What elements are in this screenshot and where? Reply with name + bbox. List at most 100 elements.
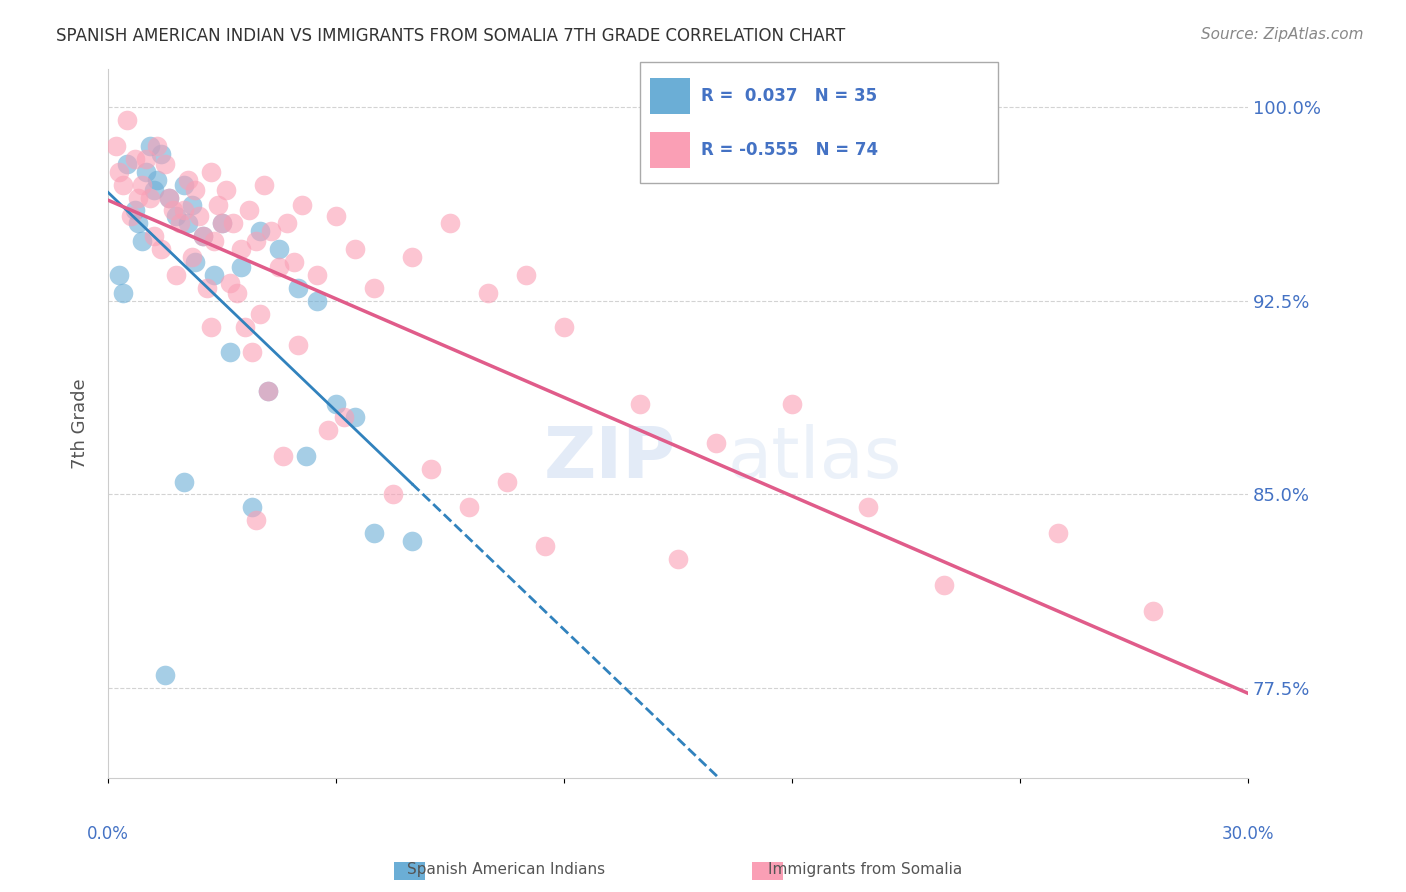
Text: SPANISH AMERICAN INDIAN VS IMMIGRANTS FROM SOMALIA 7TH GRADE CORRELATION CHART: SPANISH AMERICAN INDIAN VS IMMIGRANTS FR…	[56, 27, 845, 45]
Point	[211, 216, 233, 230]
Point	[120, 209, 142, 223]
Point	[276, 216, 298, 230]
Point	[115, 157, 138, 171]
Point	[249, 307, 271, 321]
Point	[283, 255, 305, 269]
Point	[1142, 604, 1164, 618]
Point	[343, 242, 366, 256]
Point	[240, 345, 263, 359]
Point	[131, 235, 153, 249]
Point	[325, 209, 347, 223]
FancyBboxPatch shape	[640, 62, 998, 183]
Point	[165, 209, 187, 223]
Point	[780, 397, 803, 411]
Point	[343, 409, 366, 424]
Point	[153, 668, 176, 682]
Point	[211, 216, 233, 230]
Point	[127, 216, 149, 230]
Point	[704, 435, 727, 450]
Point	[666, 552, 689, 566]
Point	[381, 487, 404, 501]
Point	[332, 409, 354, 424]
Point	[142, 183, 165, 197]
Point	[188, 209, 211, 223]
Point	[180, 198, 202, 212]
Point	[157, 191, 180, 205]
Point	[108, 268, 131, 282]
Point	[256, 384, 278, 399]
Point	[477, 286, 499, 301]
Point	[229, 260, 252, 275]
Point	[142, 229, 165, 244]
Text: Spanish American Indians: Spanish American Indians	[408, 863, 605, 877]
Point	[245, 235, 267, 249]
Point	[856, 500, 879, 515]
Point	[173, 203, 195, 218]
Point	[287, 337, 309, 351]
Point	[195, 281, 218, 295]
Point	[401, 533, 423, 548]
Point	[173, 475, 195, 489]
Point	[229, 242, 252, 256]
Point	[200, 319, 222, 334]
Point	[150, 242, 173, 256]
Point	[233, 319, 256, 334]
Point	[318, 423, 340, 437]
Text: 0.0%: 0.0%	[87, 825, 129, 843]
Point	[363, 526, 385, 541]
Y-axis label: 7th Grade: 7th Grade	[72, 378, 89, 469]
Point	[534, 539, 557, 553]
Point	[157, 191, 180, 205]
Point	[165, 268, 187, 282]
Point	[401, 250, 423, 264]
Point	[191, 229, 214, 244]
Point	[305, 293, 328, 308]
Point	[184, 255, 207, 269]
Text: ZIP: ZIP	[543, 425, 676, 493]
Point	[173, 178, 195, 192]
Point	[267, 242, 290, 256]
Point	[202, 235, 225, 249]
Text: R = -0.555   N = 74: R = -0.555 N = 74	[700, 141, 877, 160]
Point	[104, 139, 127, 153]
Point	[124, 152, 146, 166]
Text: atlas: atlas	[727, 425, 901, 493]
Point	[139, 139, 162, 153]
Point	[291, 198, 314, 212]
Point	[240, 500, 263, 515]
Point	[162, 203, 184, 218]
Point	[177, 216, 200, 230]
Point	[218, 276, 240, 290]
Point	[115, 113, 138, 128]
Point	[124, 203, 146, 218]
Point	[238, 203, 260, 218]
Point	[215, 183, 238, 197]
Text: Source: ZipAtlas.com: Source: ZipAtlas.com	[1201, 27, 1364, 42]
Point	[131, 178, 153, 192]
Point	[249, 224, 271, 238]
Bar	[651, 132, 690, 169]
Point	[200, 165, 222, 179]
Point	[256, 384, 278, 399]
Point	[226, 286, 249, 301]
Point	[139, 191, 162, 205]
Point	[271, 449, 294, 463]
Point	[932, 578, 955, 592]
Point	[135, 152, 157, 166]
Point	[420, 461, 443, 475]
Point	[1046, 526, 1069, 541]
Text: Immigrants from Somalia: Immigrants from Somalia	[768, 863, 962, 877]
Point	[245, 513, 267, 527]
Point	[127, 191, 149, 205]
Point	[553, 319, 575, 334]
Point	[108, 165, 131, 179]
Point	[146, 139, 169, 153]
Point	[153, 157, 176, 171]
Point	[287, 281, 309, 295]
Point	[202, 268, 225, 282]
Point	[253, 178, 276, 192]
Text: 30.0%: 30.0%	[1222, 825, 1274, 843]
Point	[150, 146, 173, 161]
Point	[112, 178, 135, 192]
Point	[222, 216, 245, 230]
